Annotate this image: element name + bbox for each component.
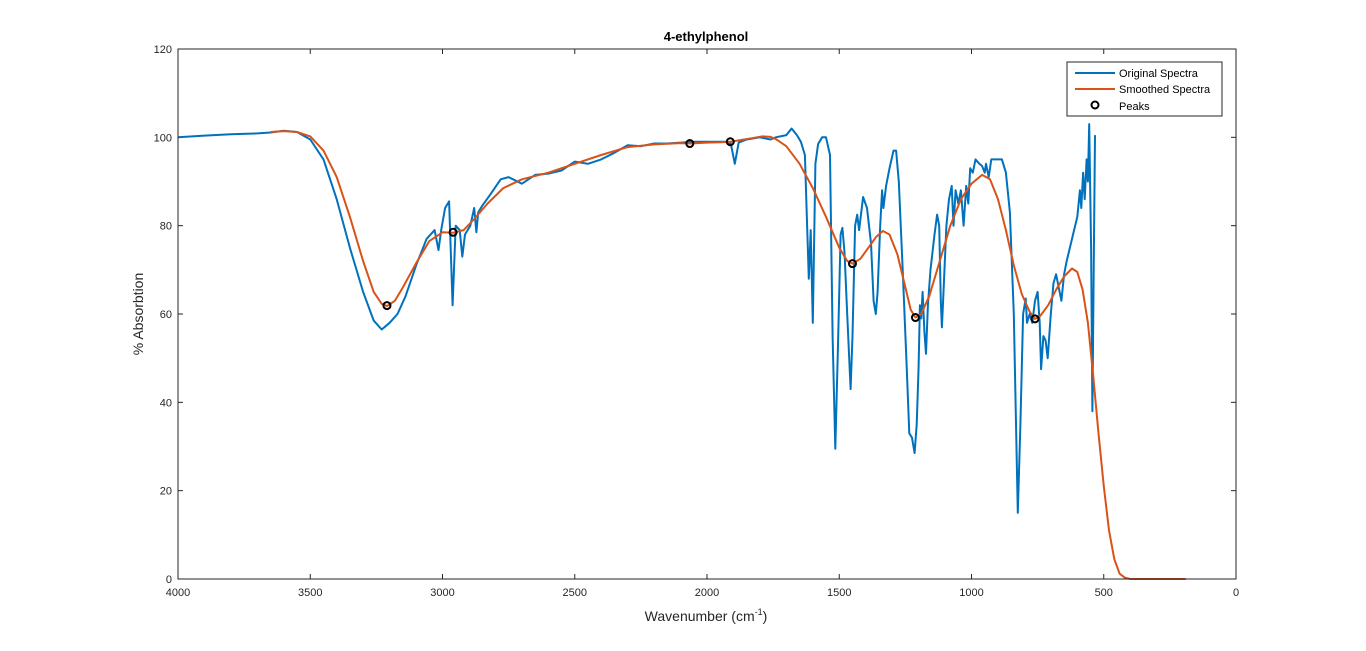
x-tick-label: 1000	[959, 587, 983, 599]
x-axis: 4000 3500 3000 2500 2000 1500 1000 500 0	[166, 49, 1239, 599]
x-axis-label-main: Wavenumber (cm	[645, 608, 755, 624]
y-tick-label: 60	[160, 309, 172, 321]
peak-marker	[910, 313, 920, 323]
x-axis-label-end: )	[763, 608, 768, 624]
plot-box	[177, 48, 1237, 580]
x-axis-label: Wavenumber (cm-1)	[645, 607, 768, 624]
legend-marker-peaks	[1090, 100, 1100, 110]
peak-marker	[448, 227, 458, 237]
y-tick-label: 0	[166, 574, 172, 586]
x-tick-label: 3000	[430, 587, 454, 599]
peak-marker	[847, 259, 857, 269]
x-tick-label: 2000	[695, 587, 719, 599]
chart-title: 4-ethylphenol	[664, 29, 749, 44]
peak-marker	[725, 137, 735, 147]
plot-area	[178, 49, 1236, 579]
x-tick-label: 2500	[563, 587, 587, 599]
peak-marker	[382, 301, 392, 311]
legend[interactable]: Original Spectra Smoothed Spectra Peaks	[1066, 61, 1223, 117]
x-axis-label-superscript: -1	[755, 607, 763, 617]
y-tick-label: 40	[160, 397, 172, 409]
legend-label-peaks: Peaks	[1119, 101, 1150, 113]
series-line-smoothed-spectra	[270, 130, 1186, 580]
legend-label-original: Original Spectra	[1119, 68, 1199, 80]
x-tick-label: 4000	[166, 587, 190, 599]
series-group	[177, 123, 1186, 580]
y-tick-label: 80	[160, 221, 172, 233]
x-tick-label: 3500	[298, 587, 322, 599]
peak-marker	[1030, 314, 1040, 324]
peak-marker	[685, 139, 695, 149]
y-tick-label: 120	[154, 44, 172, 56]
legend-label-smoothed: Smoothed Spectra	[1119, 84, 1211, 96]
y-tick-label: 100	[154, 132, 172, 144]
y-axis-label: % Absorbtion	[130, 273, 146, 356]
y-axis: 0 20 40 60 80 100 120	[154, 44, 1236, 586]
x-tick-label: 500	[1095, 587, 1113, 599]
x-tick-label: 0	[1233, 587, 1239, 599]
y-tick-label: 20	[160, 486, 172, 498]
x-tick-label: 1500	[827, 587, 851, 599]
